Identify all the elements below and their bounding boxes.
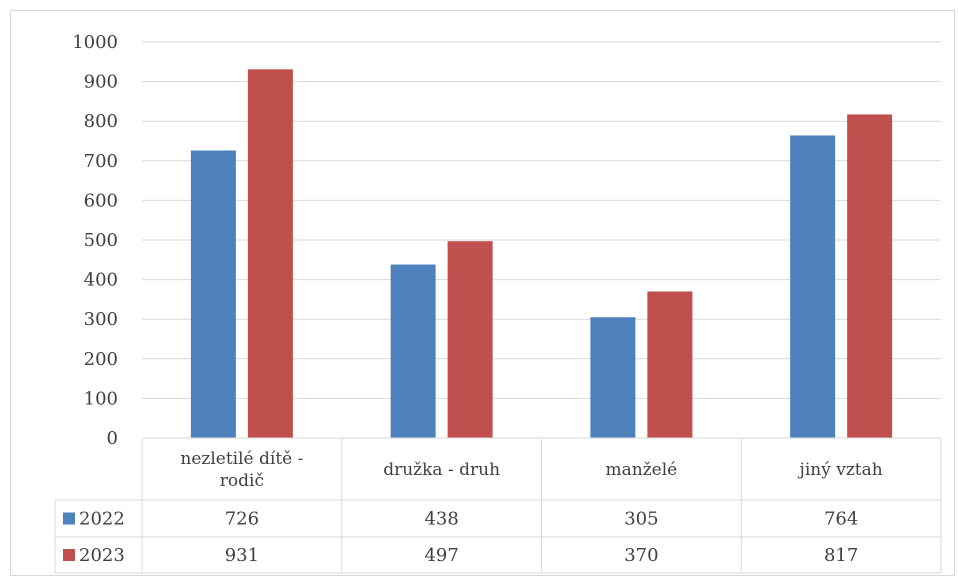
legend-swatch-2022 [63, 512, 75, 525]
y-tick-label: 900 [84, 72, 118, 93]
y-tick-label: 500 [84, 230, 118, 251]
category-label: nezletilé dítě -rodič [180, 449, 303, 491]
bar-2023-0 [247, 69, 293, 438]
y-tick-label: 300 [84, 309, 118, 330]
bar-2023-1 [447, 241, 493, 438]
bar-2023-3 [847, 114, 893, 438]
data-label: 305 [624, 509, 658, 530]
y-axis: 0 100 200 300 400 500 600 700 800 900 1000 [72, 32, 118, 449]
data-label: 497 [424, 545, 458, 566]
y-tick-label: 400 [84, 270, 118, 291]
y-tick-label: 1000 [72, 32, 118, 53]
category-label: družka - druh [383, 460, 500, 480]
data-label: 817 [824, 545, 858, 566]
data-label: 438 [424, 509, 458, 530]
y-tick-label: 0 [107, 428, 118, 449]
bars [190, 69, 893, 438]
y-tick-label: 800 [84, 111, 118, 132]
bar-2023-2 [647, 291, 693, 438]
y-tick-label: 100 [84, 388, 118, 409]
y-tick-label: 200 [84, 349, 118, 370]
category-label: manželé [606, 460, 678, 480]
y-tick-label: 600 [84, 190, 118, 211]
data-label: 764 [824, 509, 858, 530]
data-table: nezletilé dítě -rodič družka - druh manžel… [54, 437, 942, 574]
bar-2022-0 [190, 150, 236, 438]
bar-2022-2 [590, 317, 636, 438]
legend-label-2022: 2022 [79, 509, 125, 530]
bar-2022-3 [790, 135, 836, 438]
y-tick-label: 700 [84, 151, 118, 172]
data-label: 370 [624, 545, 658, 566]
legend-label-2023: 2023 [79, 545, 125, 566]
data-label: 931 [225, 545, 259, 566]
category-label: jiný vztah [798, 460, 883, 480]
bar-2022-1 [390, 264, 436, 438]
legend-swatch-2023 [63, 549, 75, 561]
data-label: 726 [225, 509, 259, 530]
